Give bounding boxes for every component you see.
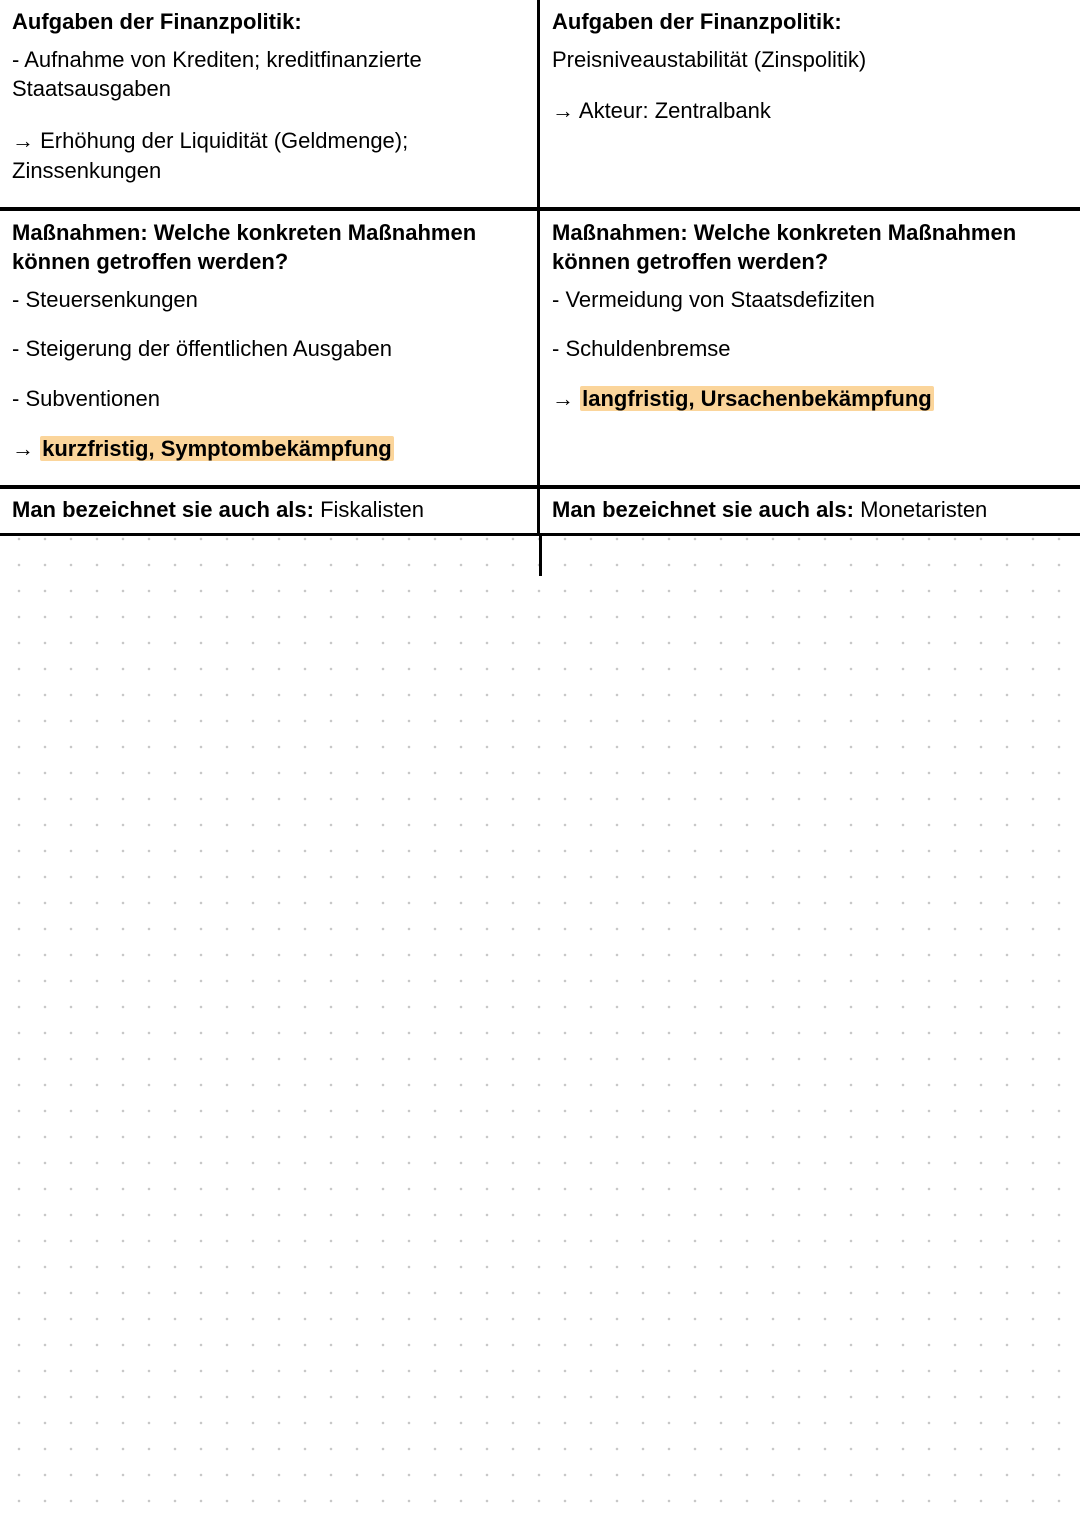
body-text: - Subventionen (12, 384, 525, 414)
highlight-text: langfristig, Ursachenbekämpfung (580, 386, 934, 411)
cell-r1-right: Aufgaben der Finanzpolitik: Preisniveaus… (540, 0, 1080, 207)
arrow-icon: → (12, 436, 40, 461)
cell-r1-left: Aufgaben der Finanzpolitik: - Aufnahme v… (0, 0, 540, 207)
value: Fiskalisten (320, 497, 424, 522)
body-text: - Vermeidung von Staatsdefiziten (552, 285, 1068, 315)
heading: Aufgaben der Finanzpolitik: (12, 8, 525, 37)
heading: Maßnahmen: Welche konkreten Maßnahmen kö… (552, 219, 1068, 276)
cell-r2-left: Maßnahmen: Welche konkreten Maßnahmen kö… (0, 211, 540, 485)
body-text: - Aufnahme von Krediten; kreditfinanzier… (12, 45, 525, 104)
highlight-text: kurzfristig, Symptombekämpfung (40, 436, 394, 461)
cell-r3-left: Man bezeichnet sie auch als: Fiskalisten (0, 489, 540, 533)
highlighted-conclusion: → langfristig, Ursachenbekämpfung (552, 384, 1068, 414)
vertical-divider-tail (539, 536, 542, 576)
table-row: Aufgaben der Finanzpolitik: - Aufnahme v… (0, 0, 1080, 207)
divider-tail-wrap (0, 536, 1080, 576)
cell-r3-right: Man bezeichnet sie auch als: Monetariste… (540, 489, 1080, 533)
arrow-icon: → (552, 386, 580, 411)
comparison-table: Aufgaben der Finanzpolitik: - Aufnahme v… (0, 0, 1080, 1525)
body-text: Preisniveaustabilität (Zinspolitik) (552, 45, 1068, 75)
table-row: Maßnahmen: Welche konkreten Maßnahmen kö… (0, 211, 1080, 485)
body-text: → Erhöhung der Liquidität (Geldmenge); Z… (12, 126, 525, 185)
highlighted-conclusion: → kurzfristig, Symptombekämpfung (12, 434, 525, 464)
value: Monetaristen (860, 497, 987, 522)
cell-r2-right: Maßnahmen: Welche konkreten Maßnahmen kö… (540, 211, 1080, 485)
label: Man bezeichnet sie auch als: (12, 497, 320, 522)
body-text: - Steigerung der öffentlichen Ausgaben (12, 334, 525, 364)
body-text: - Schuldenbremse (552, 334, 1068, 364)
body-text: → Akteur: Zentralbank (552, 96, 1068, 126)
body-text: - Steuersenkungen (12, 285, 525, 315)
table-row: Man bezeichnet sie auch als: Fiskalisten… (0, 489, 1080, 533)
heading: Maßnahmen: Welche konkreten Maßnahmen kö… (12, 219, 525, 276)
heading: Aufgaben der Finanzpolitik: (552, 8, 1068, 37)
label: Man bezeichnet sie auch als: (552, 497, 860, 522)
